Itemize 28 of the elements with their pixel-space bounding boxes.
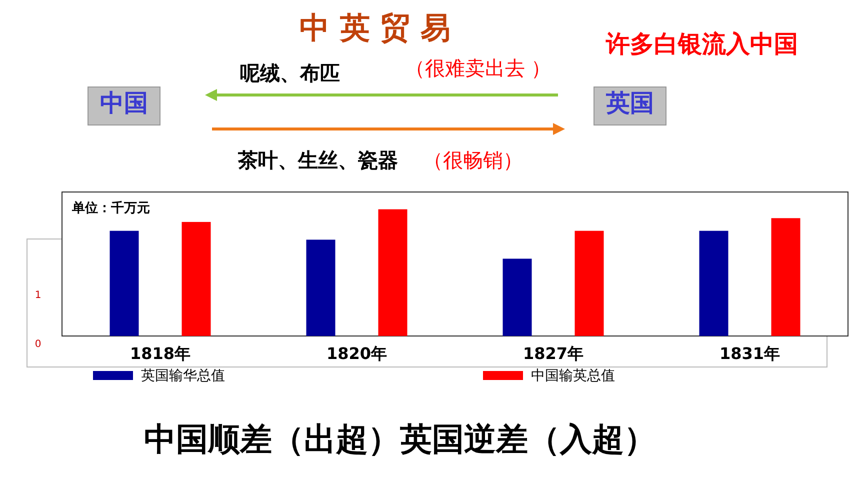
text: 0: [34, 339, 42, 350]
chart-title: 中 英 贸 易: [299, 11, 451, 46]
text: 中国顺差（出超）英国逆差（入超）: [144, 420, 656, 458]
bar: [699, 230, 728, 336]
y-axis-title: 单位：千万元: [71, 200, 150, 216]
bar: [771, 218, 800, 336]
text: 1: [34, 290, 42, 301]
legend-item: 中国输英总值: [483, 368, 615, 384]
x-tick-label: 1827年: [522, 344, 584, 363]
bar: [502, 258, 532, 336]
bar: [306, 240, 336, 336]
bar: [110, 230, 139, 336]
text: 呢绒、布匹: [240, 61, 340, 85]
x-tick-label: 1818年: [130, 344, 191, 363]
bar: [182, 222, 211, 336]
text: （很难卖出去 ）: [404, 56, 552, 80]
text: （很畅销）: [423, 148, 523, 172]
x-tick-label: 1831年: [719, 344, 780, 363]
text: 许多白银流入中国: [605, 30, 798, 58]
legend-item: 英国输华总值: [93, 368, 225, 384]
x-tick-label: 1820年: [326, 344, 388, 363]
text: 茶叶、生丝、瓷器: [237, 148, 398, 172]
bar: [378, 209, 408, 336]
legend-label: 中国输英总值: [531, 368, 615, 384]
text: 中国: [100, 89, 148, 117]
bar: [574, 230, 604, 336]
text: 英国: [605, 89, 654, 117]
legend-label: 英国输华总值: [141, 368, 225, 384]
